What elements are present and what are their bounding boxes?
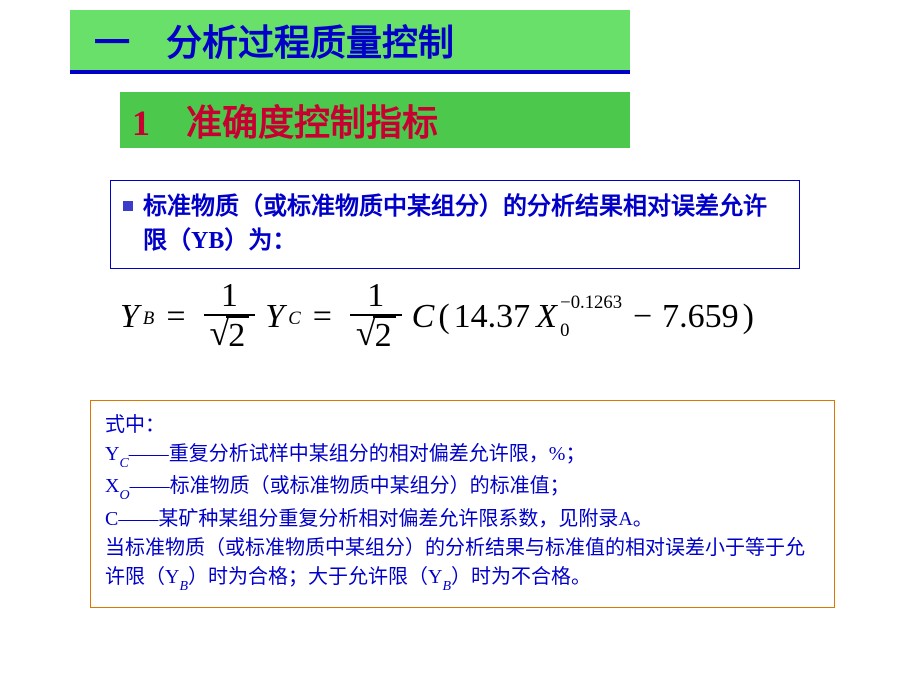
formula-mid-var: Y [265,298,284,336]
eq-sign-2: = [313,298,332,336]
frac-1: 1 √2 [204,278,256,355]
sqrt-icon: √ [210,315,230,351]
sqrt-icon-2: √ [356,315,376,351]
header-underline [70,70,630,74]
notes-l2-sub: C [119,456,128,471]
paren-open: ( [438,298,449,336]
notes-l5-sub1: B [179,579,188,594]
frac1-num: 1 [215,278,244,314]
notes-l4: C——某矿种某组分重复分析相对偏差允许限系数，见附录A。 [105,505,820,534]
formula-base: X [536,298,557,335]
formula-lhs-sub: B [143,308,154,330]
eq-sign: = [166,298,185,336]
minus-sign: − [633,298,652,336]
notes-l3-a: X [105,475,119,497]
notes-l3: XO——标准物质（或标准物质中某组分）的标准值； [105,472,820,504]
notes-l2: YC——重复分析试样中某组分的相对偏差允许限，%； [105,440,820,472]
frac2-rad: 2 [373,316,396,354]
paren-close: ) [743,298,754,336]
formula-base-sup: −0.1263 [560,292,622,314]
formula-mid-sub: C [288,308,300,330]
bullet-box: 标准物质（或标准物质中某组分）的分析结果相对误差允许限（YB）为： [110,180,800,269]
header-title: 一 分析过程质量控制 [70,14,454,66]
formula-k1: 14.37 [454,298,531,336]
formula-k2: 7.659 [662,298,739,336]
section-header: 一 分析过程质量控制 [70,10,630,70]
notes-l1: 式中： [105,411,820,440]
formula-base-sub: 0 [560,320,569,342]
subsection-header: 1 准确度控制指标 [120,92,630,148]
notes-l5-b: ）时为合格；大于允许限（Y [188,566,442,588]
notes-l5-sub2: B [442,579,451,594]
notes-l2-a: Y [105,443,119,465]
frac1-rad: 2 [226,316,249,354]
subheader-title: 1 准确度控制指标 [120,94,438,146]
frac-2: 1 √2 [350,278,402,355]
notes-l5-c: ）时为不合格。 [451,566,591,588]
frac2-num: 1 [361,278,390,314]
formula: YB = 1 √2 YC = 1 √2 C ( 14.37 X 0 −0.126… [120,278,840,355]
bullet-icon [123,201,133,211]
notes-l3-sub: O [119,488,129,503]
notes-box: 式中： YC——重复分析试样中某组分的相对偏差允许限，%； XO——标准物质（或… [90,400,835,608]
notes-l3-b: ——标准物质（或标准物质中某组分）的标准值； [130,475,570,497]
formula-coef: C [412,298,435,336]
formula-lhs-var: Y [120,298,139,336]
bullet-text: 标准物质（或标准物质中某组分）的分析结果相对误差允许限（YB）为： [143,191,787,258]
notes-l5: 当标准物质（或标准物质中某组分）的分析结果与标准值的相对误差小于等于允许限（YB… [105,534,820,595]
notes-l2-b: ——重复分析试样中某组分的相对偏差允许限，%； [129,443,586,465]
